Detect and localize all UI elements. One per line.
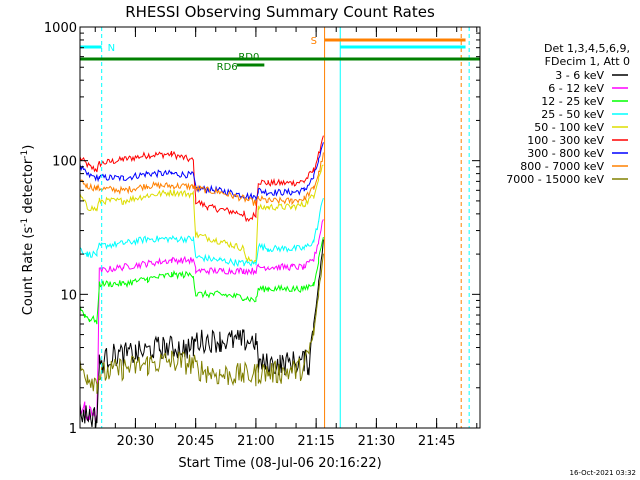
legend-header-detectors: Det 1,3,4,5,6,9,	[544, 42, 630, 55]
legend-header-decimation: FDecim 1, Att 0	[545, 55, 630, 68]
legend-entry-label: 100 - 300 keV	[527, 134, 604, 147]
data-layer	[79, 135, 324, 429]
annotation-rd6-label: RD6	[217, 62, 238, 73]
legend-entry-label: 800 - 7000 keV	[520, 160, 604, 173]
legend-entry-label: 6 - 12 keV	[548, 82, 604, 95]
series-line	[79, 164, 324, 264]
annotation-rd0-label: RD0	[238, 52, 259, 63]
y-tick-label: 100	[52, 155, 77, 170]
legend-entry-label: 12 - 25 keV	[541, 95, 604, 108]
generation-timestamp: 16-Oct-2021 03:32	[570, 469, 636, 477]
legend-entry-label: 50 - 100 keV	[534, 121, 604, 134]
x-tick-label: 21:00	[237, 434, 274, 449]
y-tick-label: 1000	[44, 21, 77, 36]
legend-entry-label: 7000 - 15000 keV	[506, 173, 604, 186]
series-line	[79, 236, 324, 325]
legend: Det 1,3,4,5,6,9,FDecim 1, Att 03 - 6 keV…	[506, 42, 630, 186]
y-axis-label: Count Rate (s-1 detector-1)	[20, 145, 36, 316]
series-line	[79, 253, 324, 394]
x-axis-label: Start Time (08-Jul-06 20:16:22)	[178, 456, 381, 471]
axis-layer: 1 10 100 1000 20:30 20:45 21:00 21:15 21:30 21:45	[44, 21, 481, 449]
x-tick-label: 21:45	[418, 434, 455, 449]
legend-entry-label: 25 - 50 keV	[541, 108, 604, 121]
x-tick-label: 20:30	[117, 434, 154, 449]
legend-entry-label: 300 - 800 keV	[527, 147, 604, 160]
series-line	[79, 197, 324, 268]
series-line	[79, 135, 324, 222]
legend-entry-label: 3 - 6 keV	[555, 69, 604, 82]
x-tick-label: 21:15	[297, 434, 334, 449]
svg-text:Count Rate (s-1 detector-1): Count Rate (s-1 detector-1)	[20, 145, 36, 316]
x-tick-label: 20:45	[177, 434, 214, 449]
chart-title: RHESSI Observing Summary Count Rates	[125, 3, 435, 21]
series-line	[79, 152, 324, 206]
series-line	[79, 239, 324, 429]
x-tick-label: 21:30	[358, 434, 395, 449]
annotation-n-label: N	[108, 43, 115, 54]
y-tick-label: 10	[60, 288, 77, 303]
series-line	[79, 219, 324, 424]
annotation-s-label: S	[311, 36, 317, 47]
plot-frame	[79, 26, 481, 429]
y-tick-label: 1	[69, 422, 77, 437]
